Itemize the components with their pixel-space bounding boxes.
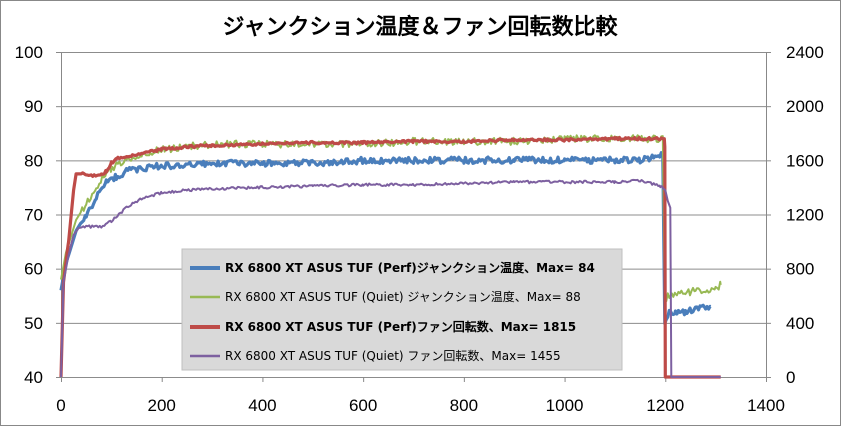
- series-layer: [59, 134, 722, 379]
- y-right-ticks: 2400 2000 1600 1200 800 400 0: [766, 43, 824, 387]
- legend-label-perf-temp: RX 6800 XT ASUS TUF (Perf)ジャンクション温度、Max=…: [225, 260, 595, 275]
- x-tick-label: 800: [450, 396, 478, 415]
- y-right-tick-label: 1600: [786, 151, 824, 170]
- legend-label-quiet-temp: RX 6800 XT ASUS TUF (Quiet) ジャンクション温度、Ma…: [225, 289, 581, 304]
- y-right-tick-label: 2400: [786, 43, 824, 62]
- y-left-tick-label: 100: [15, 43, 43, 62]
- y-left-tick-label: 40: [24, 368, 43, 387]
- chart-title: ジャンクション温度＆ファン回転数比較: [223, 14, 619, 40]
- y-left-tick-label: 60: [24, 260, 43, 279]
- x-tick-label: 1000: [546, 396, 584, 415]
- x-tick-label: 400: [248, 396, 276, 415]
- x-ticks: 0 200 400 600 800 1000 1200 1400: [56, 377, 785, 415]
- y-left-ticks: 100 90 80 70 60 50 40: [15, 43, 61, 387]
- series-quiet-fan: [60, 178, 722, 378]
- legend: RX 6800 XT ASUS TUF (Perf)ジャンクション温度、Max=…: [181, 248, 623, 371]
- y-right-tick-label: 400: [786, 314, 814, 333]
- series-perf-temp: [59, 151, 712, 326]
- y-left-tick-label: 80: [24, 151, 43, 170]
- y-left-tick-label: 70: [24, 206, 43, 225]
- x-tick-label: 1200: [646, 396, 684, 415]
- x-tick-label: 200: [148, 396, 176, 415]
- y-right-tick-label: 1200: [786, 206, 824, 225]
- x-tick-label: 0: [56, 396, 65, 415]
- legend-label-perf-fan: RX 6800 XT ASUS TUF (Perf)ファン回転数、Max= 18…: [225, 319, 576, 334]
- y-right-tick-label: 0: [786, 368, 795, 387]
- legend-box: [181, 248, 623, 371]
- y-right-tick-label: 800: [786, 260, 814, 279]
- x-tick-label: 600: [349, 396, 377, 415]
- y-right-tick-label: 2000: [786, 97, 824, 116]
- y-left-tick-label: 50: [24, 314, 43, 333]
- y-left-tick-label: 90: [24, 97, 43, 116]
- x-tick-label: 1400: [747, 396, 785, 415]
- series-perf-fan: [59, 135, 721, 379]
- legend-label-quiet-fan: RX 6800 XT ASUS TUF (Quiet) ファン回転数、Max= …: [225, 348, 561, 363]
